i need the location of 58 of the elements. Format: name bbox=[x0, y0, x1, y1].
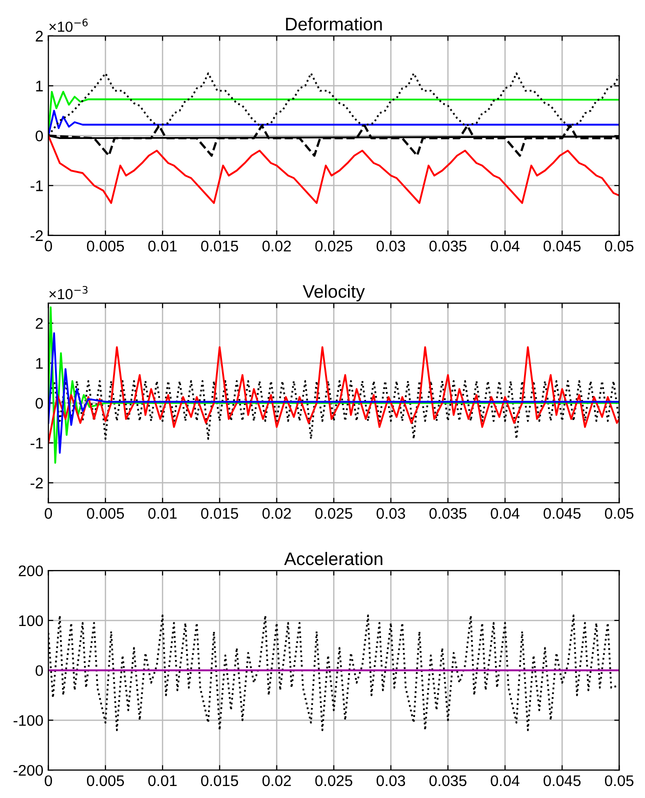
x-tick-label: 0.025 bbox=[315, 240, 352, 252]
y-tick-label: -2 bbox=[30, 478, 43, 488]
y-tick-label: -1 bbox=[30, 438, 43, 448]
x-tick-label: 0.03 bbox=[376, 775, 406, 786]
x-tick-label: 0.03 bbox=[376, 508, 406, 519]
y-tick-label: -2 bbox=[30, 230, 43, 241]
x-tick-label: 0.035 bbox=[429, 775, 466, 786]
line-series bbox=[48, 306, 620, 464]
y-tick-label: 100 bbox=[19, 615, 43, 626]
line-series bbox=[48, 346, 620, 444]
x-tick-label: 0.01 bbox=[148, 508, 177, 519]
y-tick-label: 1 bbox=[36, 80, 43, 92]
x-tick-label: 0.005 bbox=[86, 240, 124, 252]
x-tick-label: 0.045 bbox=[544, 775, 581, 786]
y-tick-label: 2 bbox=[36, 318, 43, 329]
line-series bbox=[48, 134, 620, 204]
x-tick-label: 0.04 bbox=[490, 508, 520, 519]
x-tick-label: 0.045 bbox=[544, 240, 581, 252]
y-tick-label: -200 bbox=[14, 764, 43, 776]
y-tick-label: -1 bbox=[30, 180, 43, 192]
y-tick-label: 2 bbox=[36, 30, 43, 42]
x-tick-label: 0.01 bbox=[148, 240, 177, 252]
y-tick-label: 0 bbox=[36, 665, 43, 676]
chart-title: Deformation bbox=[286, 17, 382, 31]
x-tick-label: 0.02 bbox=[262, 775, 291, 786]
x-tick-label: 0.025 bbox=[315, 508, 352, 519]
x-tick-label: 0.04 bbox=[490, 775, 520, 786]
line-series bbox=[48, 110, 620, 137]
line-series bbox=[48, 332, 620, 454]
x-tick-label: 0.02 bbox=[262, 508, 291, 519]
x-tick-label: 0.03 bbox=[376, 240, 406, 252]
x-tick-label: 0.005 bbox=[86, 775, 124, 786]
x-tick-label: 0.015 bbox=[201, 775, 238, 786]
chart-title: Acceleration bbox=[284, 552, 382, 566]
x-tick-label: 0.015 bbox=[201, 508, 238, 519]
y-tick-label: 1 bbox=[36, 358, 43, 369]
text: ×10$^{−3}$ bbox=[49, 286, 88, 300]
x-tick-label: 0.025 bbox=[315, 775, 352, 786]
x-tick-label: 0.035 bbox=[429, 508, 466, 519]
x-tick-label: 0 bbox=[44, 240, 52, 252]
y-tick-label: -100 bbox=[14, 715, 43, 726]
y-tick-label: 0 bbox=[36, 398, 43, 409]
text: ×10$^{−6}$ bbox=[49, 18, 88, 32]
x-tick-label: 0 bbox=[44, 775, 52, 786]
chart-title: Velocity bbox=[302, 284, 365, 302]
x-tick-label: 0.045 bbox=[544, 508, 581, 519]
y-tick-label: 0 bbox=[36, 130, 43, 142]
x-tick-label: 0.02 bbox=[262, 240, 291, 252]
x-tick-label: 0.05 bbox=[604, 240, 634, 252]
x-tick-label: 0.04 bbox=[490, 240, 520, 252]
x-tick-label: 0.035 bbox=[429, 240, 466, 252]
x-tick-label: 0.005 bbox=[86, 508, 124, 519]
x-tick-label: 0.05 bbox=[604, 508, 634, 519]
x-tick-label: 0 bbox=[44, 508, 52, 519]
x-tick-label: 0.05 bbox=[604, 775, 634, 786]
x-tick-label: 0.015 bbox=[201, 240, 238, 252]
y-tick-label: 200 bbox=[18, 565, 43, 576]
x-tick-label: 0.01 bbox=[148, 775, 177, 786]
